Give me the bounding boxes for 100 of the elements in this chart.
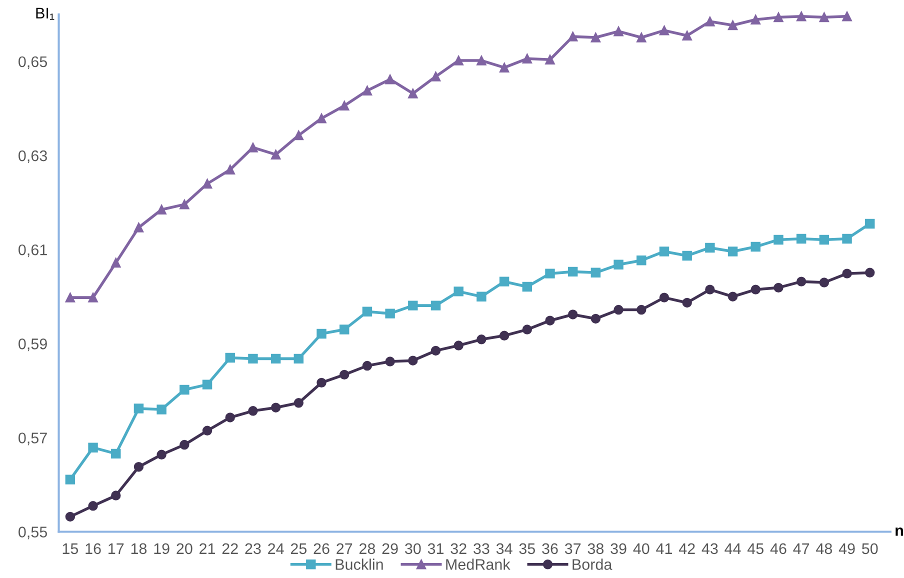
x-tick-label: 22 — [222, 543, 238, 554]
point — [728, 292, 738, 302]
point — [385, 308, 395, 318]
point — [316, 378, 326, 388]
x-tick-label: 42 — [678, 543, 695, 554]
x-tick-label: 34 — [496, 543, 512, 554]
point — [248, 406, 258, 416]
point — [385, 356, 395, 366]
point — [774, 234, 784, 245]
point — [476, 56, 486, 66]
x-tick-label: 31 — [428, 543, 444, 554]
point — [568, 266, 578, 277]
point — [819, 234, 830, 245]
point — [774, 282, 784, 293]
point — [522, 324, 532, 334]
x-tick-label: 45 — [747, 543, 764, 554]
point — [705, 16, 715, 26]
point — [88, 501, 98, 511]
point — [408, 88, 418, 98]
x-tick-label: 32 — [450, 543, 466, 554]
point — [568, 310, 578, 320]
point — [202, 426, 212, 436]
x-tick-label: 20 — [176, 543, 192, 554]
point — [682, 30, 692, 40]
point — [705, 284, 715, 294]
y-axis-title: BI₁ — [36, 8, 54, 20]
point — [819, 278, 830, 288]
x-tick-label: 43 — [702, 543, 718, 554]
x-tick-label: 46 — [770, 543, 786, 554]
point — [614, 26, 624, 36]
x-tick-label: 48 — [816, 543, 832, 554]
point — [408, 356, 418, 366]
point — [111, 258, 121, 268]
x-tick-label: 47 — [793, 543, 810, 554]
x-tick-label: 38 — [588, 543, 604, 554]
point — [362, 360, 372, 371]
y-tick-label: 0,61 — [18, 244, 47, 258]
point — [65, 512, 76, 522]
point — [499, 62, 510, 72]
point — [499, 330, 510, 341]
point — [796, 234, 806, 244]
point — [750, 284, 760, 294]
y-tick-label: 0,55 — [18, 526, 48, 540]
point — [568, 32, 578, 42]
x-tick-label: 15 — [62, 543, 78, 554]
point — [65, 474, 76, 484]
point — [408, 300, 418, 310]
point — [134, 404, 144, 414]
point — [545, 268, 555, 278]
y-tick-label: 0,63 — [18, 150, 47, 164]
y-tick-label: 0,59 — [18, 338, 47, 352]
x-tick-label: 35 — [519, 543, 536, 554]
point — [819, 12, 830, 22]
point — [111, 490, 121, 500]
x-tick-label: 26 — [314, 543, 330, 554]
x-tick-label: 16 — [86, 543, 101, 554]
point — [454, 340, 464, 350]
point — [796, 276, 806, 286]
x-tick-label: 23 — [245, 543, 261, 554]
point — [454, 286, 464, 296]
point — [385, 74, 395, 84]
x-tick-label: 28 — [359, 543, 376, 554]
point — [270, 402, 281, 412]
x-tick-label: 49 — [838, 543, 855, 554]
point — [340, 370, 350, 380]
point — [590, 268, 601, 278]
point — [750, 14, 760, 24]
x-tick-label: 30 — [404, 543, 421, 554]
point — [545, 316, 555, 326]
point — [682, 250, 692, 261]
point — [225, 352, 235, 363]
point — [225, 164, 235, 175]
point — [865, 268, 875, 278]
x-tick-label: 29 — [382, 543, 398, 554]
x-tick-label: 17 — [108, 543, 124, 554]
point — [522, 54, 532, 64]
point — [590, 314, 601, 324]
x-tick-label: 36 — [542, 543, 558, 554]
point — [362, 306, 372, 317]
point — [659, 292, 670, 302]
point — [316, 114, 326, 124]
x-tick-label: 41 — [656, 543, 672, 554]
x-tick-label: 33 — [474, 543, 490, 554]
x-tick-label: 19 — [154, 543, 170, 554]
point — [134, 222, 144, 232]
point — [476, 292, 486, 302]
x-tick-label: 24 — [268, 543, 284, 554]
point — [430, 72, 441, 82]
point — [294, 398, 304, 408]
x-axis-title: n — [896, 527, 903, 536]
legend-label: Bucklin — [336, 558, 383, 570]
x-tick-label: 25 — [290, 543, 307, 554]
point — [225, 412, 235, 422]
point — [156, 404, 166, 414]
point — [88, 442, 98, 452]
point — [270, 354, 281, 364]
point — [134, 462, 144, 472]
point — [340, 324, 350, 334]
y-tick-label: 0,57 — [18, 432, 47, 446]
point — [180, 384, 190, 395]
